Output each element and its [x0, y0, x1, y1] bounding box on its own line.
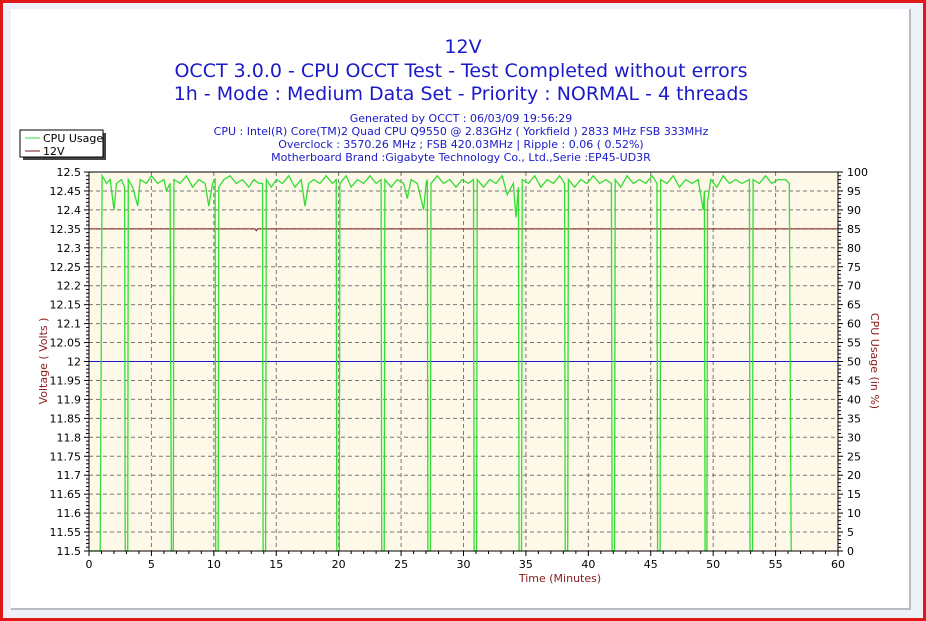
- x-tick-label: 40: [581, 558, 595, 571]
- y2-tick-label: 55: [847, 337, 861, 350]
- chart-subtitle-mode: 1h - Mode : Medium Data Set - Priority :…: [174, 83, 749, 105]
- y-tick-label: 12.35: [50, 223, 82, 236]
- y-tick-label: 11.8: [57, 431, 82, 444]
- legend: CPU Usage 12V: [19, 129, 106, 160]
- y2-tick-label: 85: [847, 223, 861, 236]
- y2-tick-label: 20: [847, 469, 861, 482]
- y-tick-label: 11.75: [50, 450, 82, 463]
- y2-axis-label: CPU Usage (in %): [868, 313, 881, 409]
- y2-tick-label: 15: [847, 488, 861, 501]
- x-tick-label: 20: [332, 558, 346, 571]
- plot-border: [88, 171, 839, 552]
- x-tick-label: 45: [644, 558, 658, 571]
- x-tick-label: 0: [86, 558, 93, 571]
- y-tick-label: 12.45: [50, 185, 82, 198]
- y2-tick-label: 90: [847, 204, 861, 217]
- y-tick-label: 12.5: [57, 166, 82, 179]
- y2-tick-label: 60: [847, 318, 861, 331]
- y-tick-label: 12.15: [50, 299, 82, 312]
- info-cpu: CPU : Intel(R) Core(TM)2 Quad CPU Q9550 …: [214, 125, 709, 138]
- y-axis-label: Voltage ( Volts ): [37, 318, 50, 405]
- y-tick-label: 11.55: [50, 526, 82, 539]
- info-motherboard: Motherboard Brand :Gigabyte Technology C…: [271, 151, 651, 164]
- y2-tick-label: 5: [847, 526, 854, 539]
- x-tick-label: 15: [269, 558, 283, 571]
- y2-tick-label: 10: [847, 507, 861, 520]
- y2-tick-label: 40: [847, 393, 861, 406]
- y2-tick-label: 95: [847, 185, 861, 198]
- y2-tick-label: 65: [847, 299, 861, 312]
- x-tick-label: 35: [519, 558, 533, 571]
- x-tick-label: 55: [769, 558, 783, 571]
- y2-tick-label: 70: [847, 280, 861, 293]
- x-tick-label: 50: [706, 558, 720, 571]
- y-tick-label: 12.3: [57, 242, 82, 255]
- y-tick-label: 12.2: [57, 280, 82, 293]
- y2-tick-label: 25: [847, 450, 861, 463]
- y-tick-label: 11.95: [50, 374, 82, 387]
- legend-label-12v: 12V: [43, 145, 65, 158]
- legend-box: [19, 129, 104, 158]
- y-tick-label: 11.85: [50, 412, 82, 425]
- series-line-12v: [90, 228, 838, 232]
- y-tick-label: 11.9: [57, 393, 82, 406]
- y-tick-label: 12.1: [57, 318, 82, 331]
- x-tick-label: 25: [394, 558, 408, 571]
- y-tick-label: 12.05: [50, 337, 82, 350]
- y2-tick-label: 35: [847, 412, 861, 425]
- y2-tick-label: 50: [847, 356, 861, 369]
- y-tick-label: 12: [67, 356, 81, 369]
- ticks: 0 5 10 15 20 25 30 35 40 45 50 55 6011.511.5511.611.…: [50, 166, 869, 571]
- x-axis-label: Time (Minutes): [518, 572, 601, 585]
- x-tick-label: 5: [148, 558, 155, 571]
- legend-label-cpu: CPU Usage: [43, 132, 103, 145]
- y-tick-label: 11.6: [57, 507, 82, 520]
- info-generated: Generated by OCCT : 06/03/09 19:56:29: [350, 112, 573, 125]
- y-tick-label: 11.7: [57, 469, 82, 482]
- y2-tick-label: 0: [847, 545, 854, 558]
- y2-tick-label: 30: [847, 431, 861, 444]
- x-tick-label: 60: [831, 558, 845, 571]
- y2-tick-label: 100: [847, 166, 868, 179]
- x-tick-label: 10: [207, 558, 221, 571]
- y-tick-label: 12.4: [57, 204, 82, 217]
- chart-subtitle-test: OCCT 3.0.0 - CPU OCCT Test - Test Comple…: [174, 60, 747, 82]
- y2-tick-label: 80: [847, 242, 861, 255]
- y-tick-label: 11.5: [57, 545, 82, 558]
- chart-title: 12V: [444, 36, 481, 58]
- y-tick-label: 11.65: [50, 488, 82, 501]
- y2-tick-label: 75: [847, 261, 861, 274]
- x-tick-label: 30: [457, 558, 471, 571]
- y2-tick-label: 45: [847, 374, 861, 387]
- info-overclock: Overclock : 3570.26 MHz ; FSB 420.03MHz …: [278, 138, 643, 151]
- y-tick-label: 12.25: [50, 261, 82, 274]
